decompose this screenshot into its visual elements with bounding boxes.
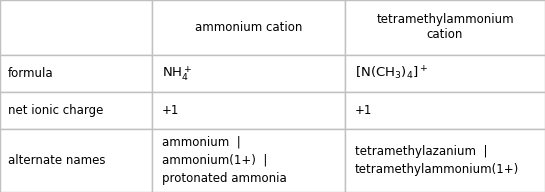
Bar bbox=[345, 55, 545, 92]
Bar bbox=[0, 92, 152, 129]
Bar bbox=[0, 129, 152, 192]
Text: NH$_4^+$: NH$_4^+$ bbox=[162, 64, 192, 83]
Bar bbox=[345, 0, 545, 55]
Bar bbox=[152, 129, 345, 192]
Text: +1: +1 bbox=[162, 104, 179, 117]
Text: tetramethylammonium
cation: tetramethylammonium cation bbox=[376, 13, 514, 41]
Bar bbox=[0, 0, 152, 55]
Text: alternate names: alternate names bbox=[8, 154, 106, 167]
Text: +1: +1 bbox=[355, 104, 372, 117]
Text: formula: formula bbox=[8, 67, 53, 80]
Text: ammonium cation: ammonium cation bbox=[195, 21, 302, 34]
Bar bbox=[0, 55, 152, 92]
Bar bbox=[345, 129, 545, 192]
Bar bbox=[152, 55, 345, 92]
Text: net ionic charge: net ionic charge bbox=[8, 104, 104, 117]
Bar bbox=[152, 0, 345, 55]
Text: ammonium  |
ammonium(1+)  |
protonated ammonia: ammonium | ammonium(1+) | protonated amm… bbox=[162, 136, 287, 185]
Bar bbox=[152, 92, 345, 129]
Text: [N(CH$_3)_4]^+$: [N(CH$_3)_4]^+$ bbox=[355, 65, 428, 82]
Bar bbox=[345, 92, 545, 129]
Text: tetramethylazanium  |
tetramethylammonium(1+): tetramethylazanium | tetramethylammonium… bbox=[355, 145, 519, 176]
